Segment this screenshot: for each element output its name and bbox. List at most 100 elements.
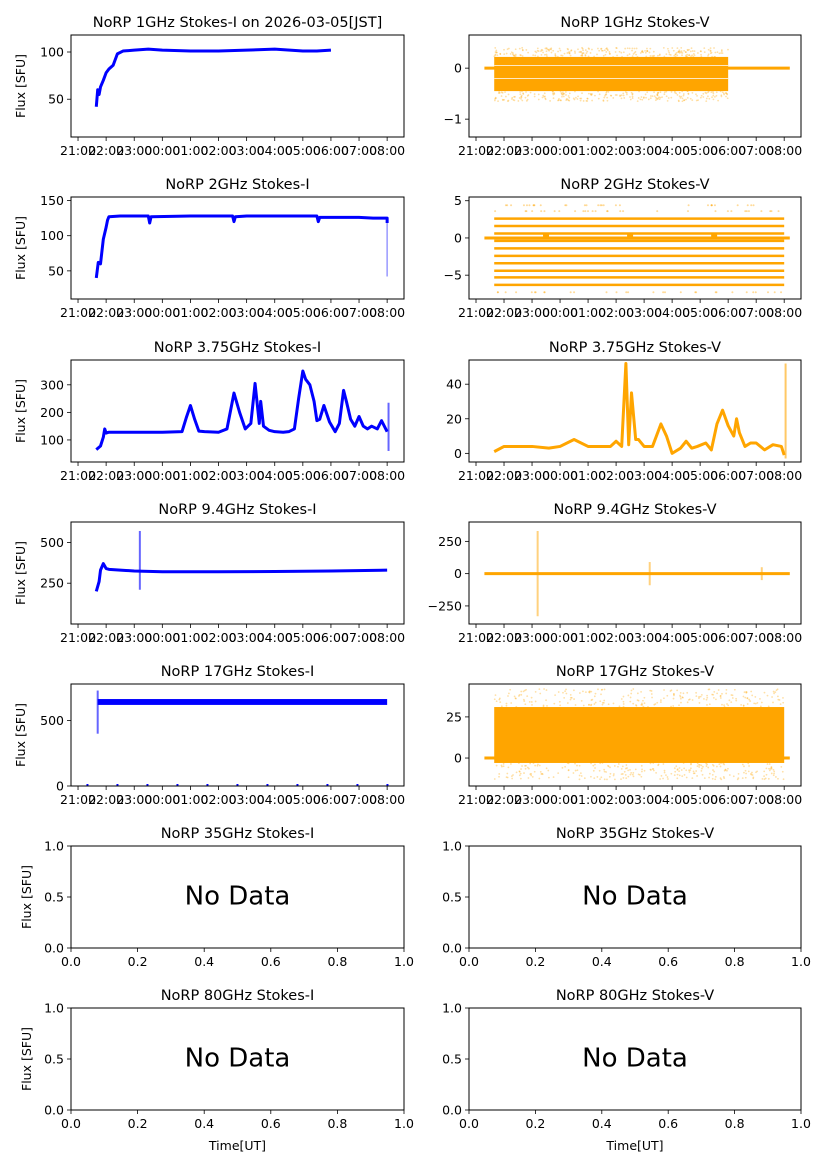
y-tick-label: 1.0 <box>442 839 462 854</box>
data-point <box>529 762 532 765</box>
data-point <box>570 49 573 52</box>
x-tick-label: 01:00 <box>172 468 208 483</box>
data-point <box>686 701 689 704</box>
data-point <box>745 690 748 693</box>
data-point <box>714 775 717 778</box>
x-tick-label: 21:00 <box>458 792 494 807</box>
data-point <box>691 54 694 57</box>
data-point <box>753 702 756 705</box>
data-point <box>554 54 557 57</box>
data-point <box>562 92 565 95</box>
data-point <box>656 94 659 96</box>
data-point <box>710 204 713 207</box>
data-point <box>763 775 765 778</box>
data-point <box>576 98 579 100</box>
data-point <box>594 763 596 766</box>
data-point <box>587 92 590 95</box>
data-point <box>500 95 503 97</box>
data-point <box>495 700 498 703</box>
data-point <box>619 95 622 97</box>
data-point <box>685 98 687 101</box>
data-point <box>679 96 682 99</box>
data-point <box>619 210 622 213</box>
data-point <box>666 694 669 697</box>
data-point <box>736 204 739 207</box>
data-point <box>589 52 592 54</box>
data-point <box>586 97 589 100</box>
data-point <box>542 705 545 708</box>
data-point <box>615 94 618 96</box>
x-tick-label: 22:00 <box>486 143 522 158</box>
data-point <box>754 291 757 294</box>
data-point <box>525 91 527 93</box>
data-point <box>760 701 763 704</box>
data-point <box>692 770 695 773</box>
data-point <box>520 95 523 98</box>
x-tick-label: 22:00 <box>88 630 124 645</box>
data-point <box>672 697 675 700</box>
data-point <box>666 99 669 102</box>
data-point <box>703 51 706 54</box>
data-point <box>719 697 722 699</box>
x-tick-label: 23:00 <box>116 305 152 320</box>
axes-frame <box>468 196 802 300</box>
panel-title: NoRP 3.75GHz Stokes-V <box>549 340 721 356</box>
data-point <box>673 693 675 696</box>
x-tick-label: 22:00 <box>88 305 124 320</box>
data-point <box>775 689 778 692</box>
data-point <box>525 688 527 691</box>
data-point <box>557 691 560 693</box>
data-point <box>542 51 545 54</box>
data-point <box>724 769 727 771</box>
data-point <box>493 778 496 780</box>
data-point <box>543 95 545 98</box>
data-point <box>564 690 566 693</box>
data-point <box>676 768 679 771</box>
x-tick-label: 22:00 <box>88 792 124 807</box>
data-point <box>566 47 569 50</box>
x-tick-label: 03:00 <box>229 143 265 158</box>
data-point <box>700 694 703 696</box>
x-tick-label: 00:00 <box>542 630 578 645</box>
data-point <box>641 50 643 53</box>
axes-frame <box>468 1007 802 1111</box>
data-point <box>732 775 735 778</box>
data-point <box>609 772 612 775</box>
data-point <box>690 55 692 58</box>
panel-3.75GHz-V: NoRP 3.75GHz Stokes-V 21:0022:0023:0000:0… <box>446 340 802 483</box>
data-point <box>574 210 577 213</box>
data-point <box>644 49 646 52</box>
data-point <box>554 694 557 697</box>
data-point <box>507 93 510 96</box>
y-tick-label: 25 <box>446 709 462 724</box>
data-point <box>536 49 539 52</box>
data-point <box>568 99 571 102</box>
data-point <box>540 50 542 52</box>
data-point <box>711 777 714 780</box>
data-point <box>678 52 681 54</box>
data-point <box>635 47 638 50</box>
panel-title: NoRP 9.4GHz Stokes-I <box>158 502 316 518</box>
data-point <box>582 49 584 52</box>
data-point <box>531 775 534 778</box>
data-point <box>640 703 643 706</box>
data-point <box>599 204 602 207</box>
data-point <box>643 769 646 772</box>
data-point <box>514 48 517 51</box>
data-point <box>602 204 605 207</box>
data-point <box>706 763 709 766</box>
data-point <box>747 210 750 213</box>
data-point <box>707 688 710 691</box>
data-point <box>494 694 497 697</box>
data-point <box>658 96 660 99</box>
x-tick-label: 07:00 <box>341 305 377 320</box>
data-point <box>538 688 541 691</box>
x-tick-label: 01:00 <box>570 305 606 320</box>
data-point <box>518 97 521 99</box>
data-point <box>537 93 540 96</box>
y-tick-label: 0.5 <box>442 890 462 905</box>
x-tick-label: 00:00 <box>542 792 578 807</box>
data-point <box>545 50 548 53</box>
data-point <box>665 53 668 56</box>
data-point <box>581 47 584 50</box>
